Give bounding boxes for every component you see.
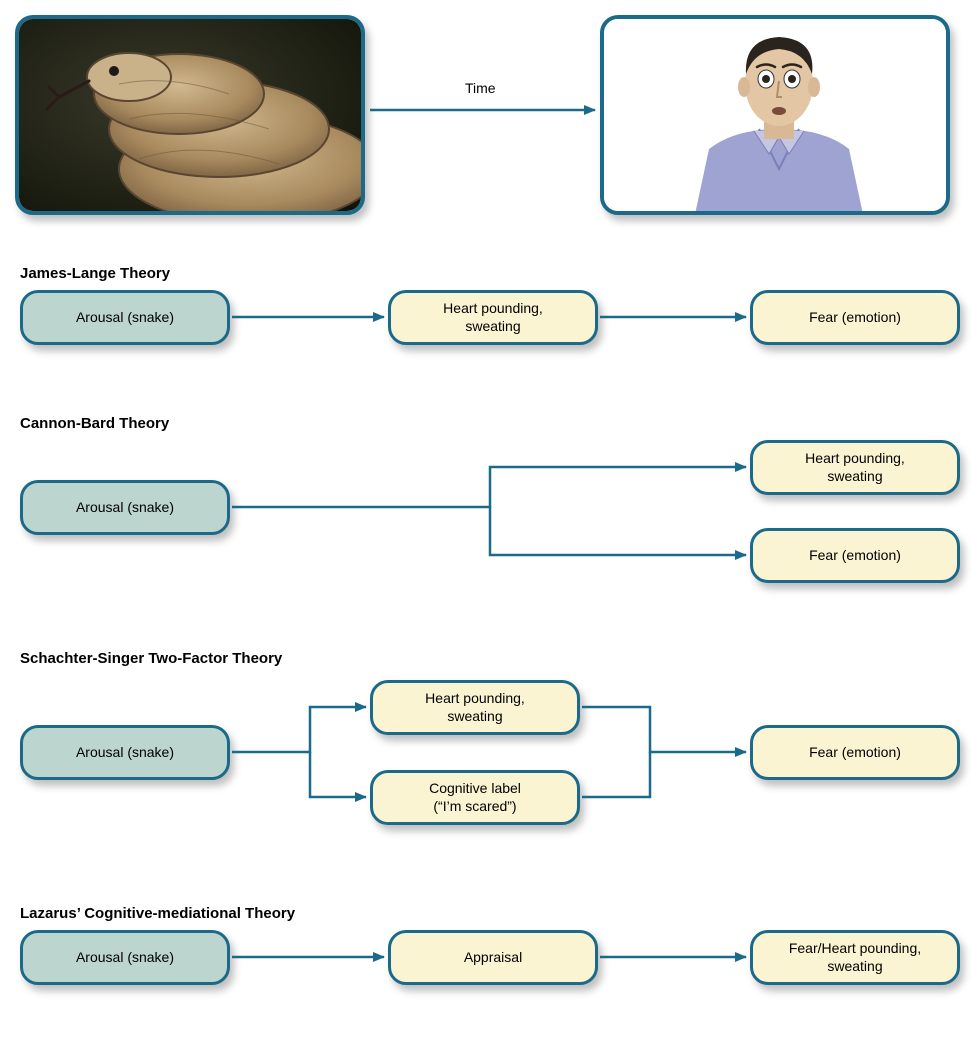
node-text: Fear (emotion) bbox=[809, 547, 901, 565]
node-text: Fear/Heart pounding,sweating bbox=[789, 940, 921, 975]
node-text: Heart pounding,sweating bbox=[805, 450, 905, 485]
node-text: Heart pounding,sweating bbox=[425, 690, 525, 725]
snake-illustration bbox=[19, 19, 365, 215]
node-text: Fear (emotion) bbox=[809, 309, 901, 327]
ss-physio-node: Heart pounding,sweating bbox=[370, 680, 580, 735]
lz-appraisal-node: Appraisal bbox=[388, 930, 598, 985]
lazarus-title: Lazarus’ Cognitive-mediational Theory bbox=[20, 905, 295, 922]
schachter-singer-title: Schachter-Singer Two-Factor Theory bbox=[20, 650, 282, 667]
ss-emotion-node: Fear (emotion) bbox=[750, 725, 960, 780]
ss-cognitive-node: Cognitive label(“I’m scared”) bbox=[370, 770, 580, 825]
jl-emotion-node: Fear (emotion) bbox=[750, 290, 960, 345]
lz-emotion-node: Fear/Heart pounding,sweating bbox=[750, 930, 960, 985]
scared-person-illustration bbox=[604, 19, 950, 215]
scared-person-frame bbox=[600, 15, 950, 215]
cb-arousal-node: Arousal (snake) bbox=[20, 480, 230, 535]
cb-emotion-node: Fear (emotion) bbox=[750, 528, 960, 583]
time-arrow-label: Time bbox=[465, 80, 496, 96]
node-text: Arousal (snake) bbox=[76, 949, 174, 967]
node-text: Cognitive label(“I’m scared”) bbox=[429, 780, 521, 815]
node-text: Heart pounding,sweating bbox=[443, 300, 543, 335]
node-text: Appraisal bbox=[464, 949, 522, 967]
node-text: Arousal (snake) bbox=[76, 499, 174, 517]
jl-arousal-node: Arousal (snake) bbox=[20, 290, 230, 345]
cb-physio-node: Heart pounding,sweating bbox=[750, 440, 960, 495]
james-lange-title: James-Lange Theory bbox=[20, 265, 170, 282]
jl-physio-node: Heart pounding,sweating bbox=[388, 290, 598, 345]
node-text: Arousal (snake) bbox=[76, 744, 174, 762]
lz-arousal-node: Arousal (snake) bbox=[20, 930, 230, 985]
ss-arousal-node: Arousal (snake) bbox=[20, 725, 230, 780]
snake-photo-frame bbox=[15, 15, 365, 215]
node-text: Arousal (snake) bbox=[76, 309, 174, 327]
emotion-theories-diagram: Time James-Lange Theory Cannon-Bard Theo… bbox=[10, 10, 965, 1040]
cannon-bard-title: Cannon-Bard Theory bbox=[20, 415, 169, 432]
node-text: Fear (emotion) bbox=[809, 744, 901, 762]
